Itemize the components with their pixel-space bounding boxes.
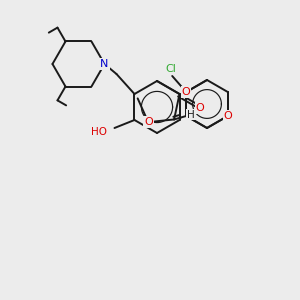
Text: O: O (224, 111, 232, 121)
Text: HO: HO (92, 127, 107, 137)
Text: H: H (187, 110, 195, 119)
Text: Cl: Cl (166, 64, 177, 74)
Text: O: O (196, 103, 204, 113)
Text: O: O (144, 117, 153, 127)
Text: O: O (182, 87, 190, 97)
Text: N: N (100, 59, 109, 69)
